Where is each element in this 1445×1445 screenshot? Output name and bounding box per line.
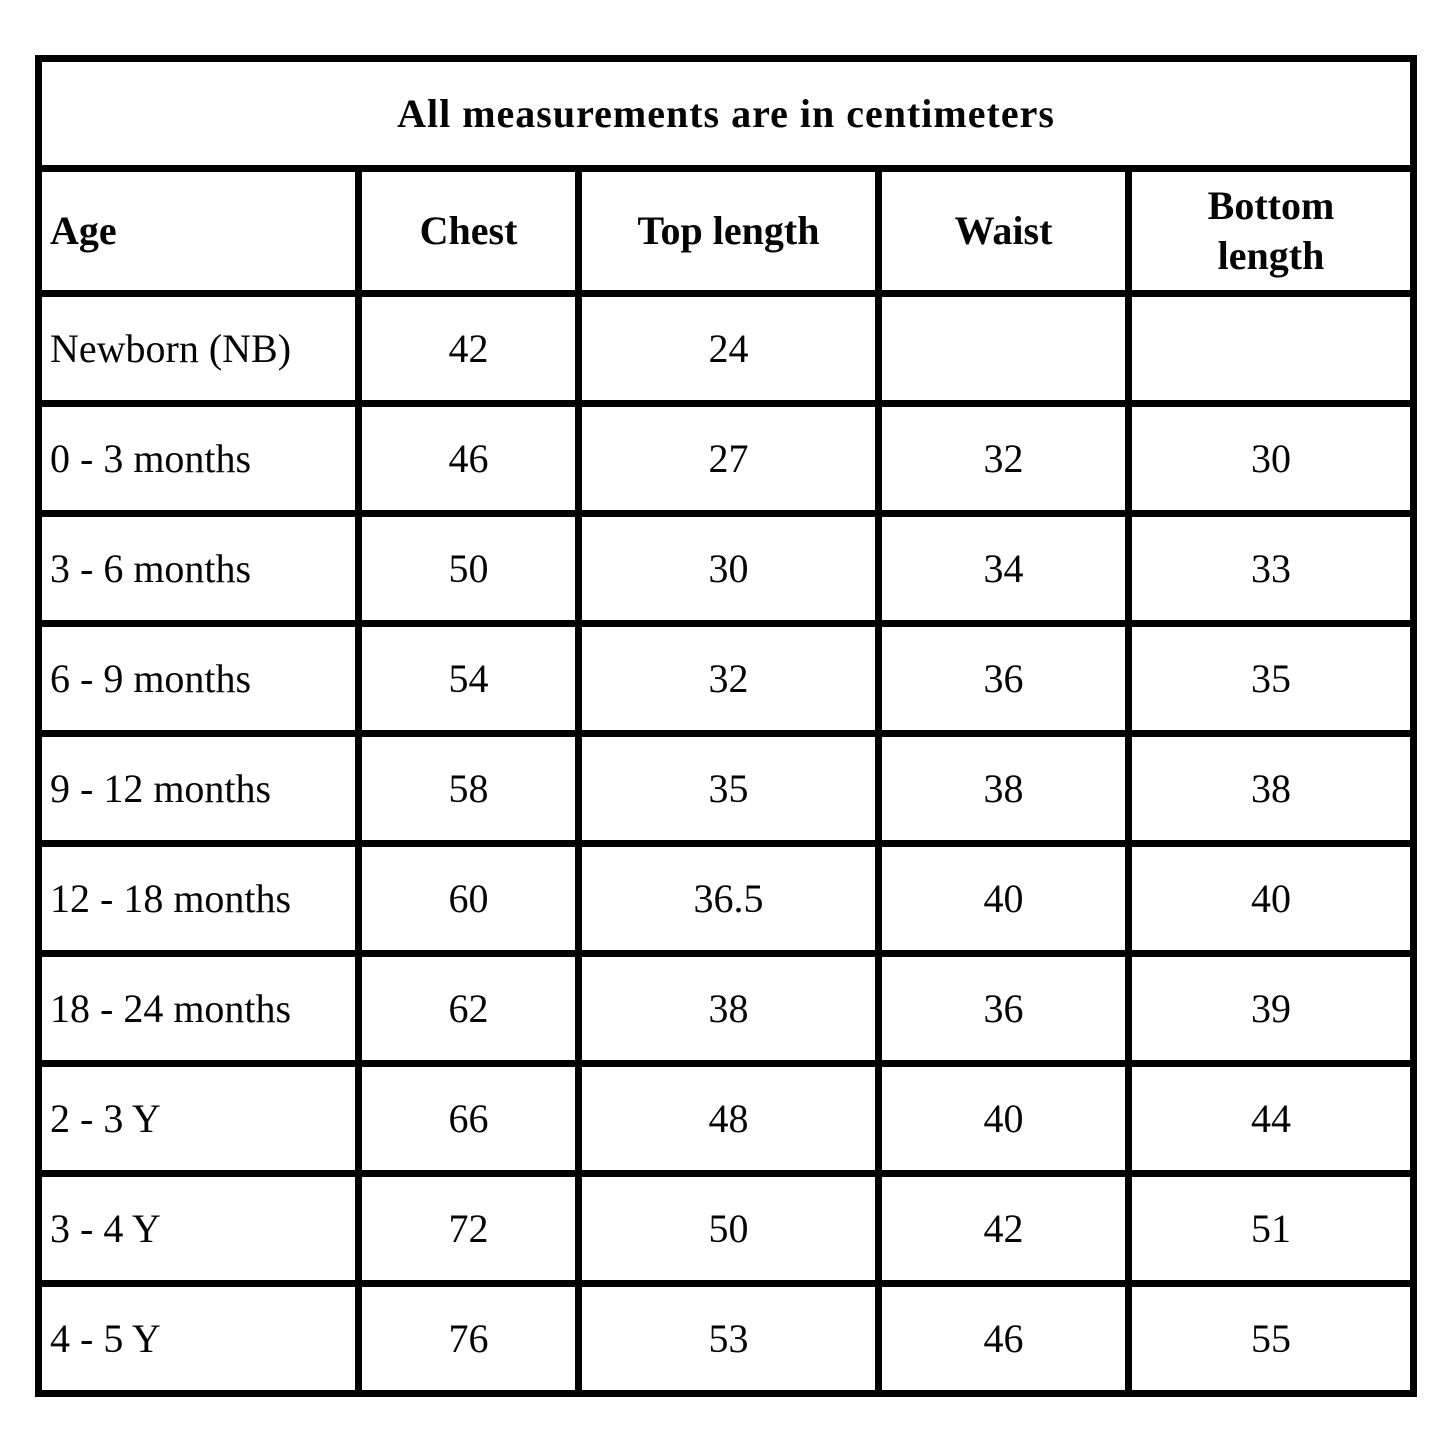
value-cell: 32 — [575, 620, 882, 737]
value-cell: 42 — [355, 290, 582, 407]
age-cell: 2 - 3 Y — [35, 1060, 362, 1177]
value-cell: 24 — [575, 290, 882, 407]
table-row: 18 - 24 months 62 38 36 39 — [35, 950, 1417, 1067]
value-cell: 27 — [575, 400, 882, 517]
value-cell: 54 — [355, 620, 582, 737]
table-row: 2 - 3 Y 66 48 40 44 — [35, 1060, 1417, 1177]
value-cell: 33 — [1125, 510, 1417, 627]
column-header-chest: Chest — [355, 165, 582, 297]
value-cell: 51 — [1125, 1170, 1417, 1287]
column-header-age: Age — [35, 165, 362, 297]
value-cell: 38 — [575, 950, 882, 1067]
size-chart-table: All measurements are in centimeters Age C… — [35, 55, 1417, 1397]
table-row: 12 - 18 months 60 36.5 40 40 — [35, 840, 1417, 957]
age-cell: 4 - 5 Y — [35, 1280, 362, 1397]
value-cell: 46 — [875, 1280, 1132, 1397]
value-cell: 42 — [875, 1170, 1132, 1287]
age-cell: 9 - 12 months — [35, 730, 362, 847]
value-cell: 40 — [875, 1060, 1132, 1177]
value-cell: 66 — [355, 1060, 582, 1177]
value-cell: 30 — [575, 510, 882, 627]
value-cell: 76 — [355, 1280, 582, 1397]
age-cell: 3 - 4 Y — [35, 1170, 362, 1287]
value-cell: 46 — [355, 400, 582, 517]
table-row: 6 - 9 months 54 32 36 35 — [35, 620, 1417, 737]
header-row: Age Chest Top length Waist Bottom length — [35, 165, 1417, 297]
value-cell — [1125, 290, 1417, 407]
value-cell: 50 — [575, 1170, 882, 1287]
column-header-bottom-length: Bottom length — [1125, 165, 1417, 297]
value-cell: 55 — [1125, 1280, 1417, 1397]
value-cell: 34 — [875, 510, 1132, 627]
column-header-waist: Waist — [875, 165, 1132, 297]
value-cell: 32 — [875, 400, 1132, 517]
table-row: 9 - 12 months 58 35 38 38 — [35, 730, 1417, 847]
value-cell: 40 — [875, 840, 1132, 957]
value-cell: 38 — [875, 730, 1132, 847]
value-cell: 48 — [575, 1060, 882, 1177]
value-cell: 39 — [1125, 950, 1417, 1067]
value-cell: 60 — [355, 840, 582, 957]
title-row: All measurements are in centimeters — [35, 55, 1417, 172]
age-cell: 18 - 24 months — [35, 950, 362, 1067]
table-row: 4 - 5 Y 76 53 46 55 — [35, 1280, 1417, 1397]
value-cell: 38 — [1125, 730, 1417, 847]
value-cell: 36.5 — [575, 840, 882, 957]
age-cell: 12 - 18 months — [35, 840, 362, 957]
age-cell: 3 - 6 months — [35, 510, 362, 627]
value-cell — [875, 290, 1132, 407]
table-row: Newborn (NB) 42 24 — [35, 290, 1417, 407]
value-cell: 35 — [575, 730, 882, 847]
table-row: 3 - 6 months 50 30 34 33 — [35, 510, 1417, 627]
table-title: All measurements are in centimeters — [35, 55, 1417, 172]
value-cell: 53 — [575, 1280, 882, 1397]
table-row: 0 - 3 months 46 27 32 30 — [35, 400, 1417, 517]
value-cell: 40 — [1125, 840, 1417, 957]
age-cell: 0 - 3 months — [35, 400, 362, 517]
age-cell: Newborn (NB) — [35, 290, 362, 407]
age-cell: 6 - 9 months — [35, 620, 362, 737]
value-cell: 36 — [875, 620, 1132, 737]
value-cell: 36 — [875, 950, 1132, 1067]
value-cell: 62 — [355, 950, 582, 1067]
column-header-top-length: Top length — [575, 165, 882, 297]
value-cell: 35 — [1125, 620, 1417, 737]
value-cell: 72 — [355, 1170, 582, 1287]
value-cell: 50 — [355, 510, 582, 627]
value-cell: 30 — [1125, 400, 1417, 517]
value-cell: 58 — [355, 730, 582, 847]
value-cell: 44 — [1125, 1060, 1417, 1177]
table-row: 3 - 4 Y 72 50 42 51 — [35, 1170, 1417, 1287]
